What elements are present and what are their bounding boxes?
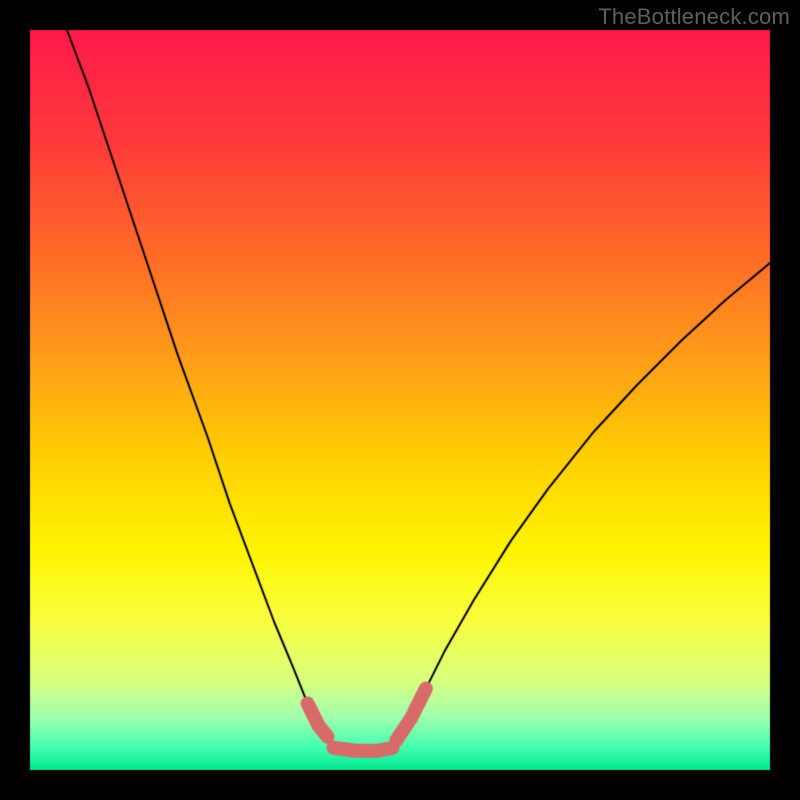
watermark-text: TheBottleneck.com	[598, 4, 790, 30]
bottleneck-chart	[0, 0, 800, 800]
